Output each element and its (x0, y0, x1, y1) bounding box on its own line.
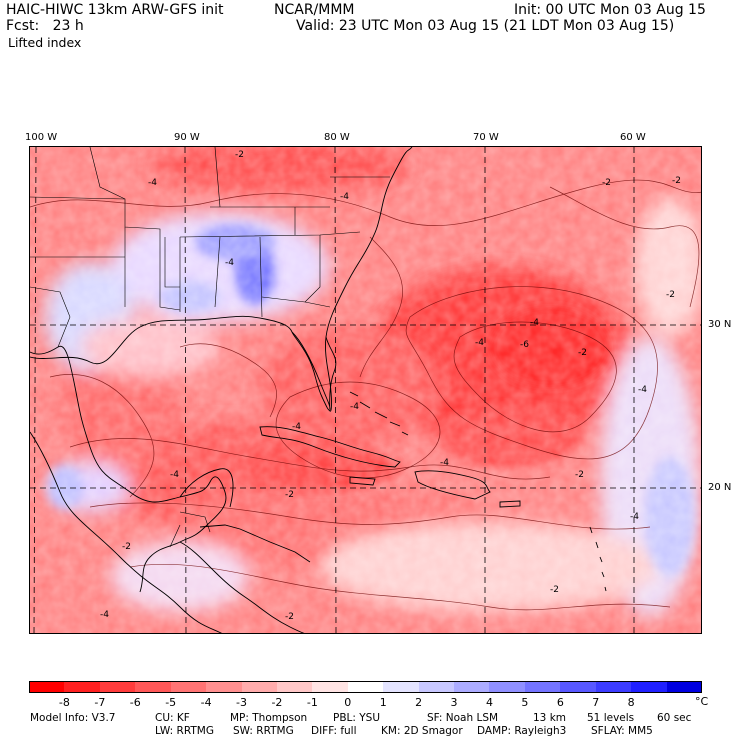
contour-label: -2 (285, 490, 294, 500)
colorbar-swatch (206, 681, 242, 693)
lat-lon-grid (30, 147, 701, 633)
contour-label: -6 (520, 340, 529, 350)
contour-label: -2 (672, 176, 681, 186)
contour-label: -2 (578, 348, 587, 358)
forecast-hour: Fcst: 23 h (6, 18, 84, 34)
contour-label: -2 (550, 585, 559, 595)
colorbar-label: -3 (236, 696, 247, 709)
colorbar-swatch (276, 681, 313, 693)
colorbar-unit: °C (695, 695, 709, 708)
footer-sflay: SFLAY: MM5 (591, 725, 653, 737)
map-svg: -4 -2 -4 -2 -2 -4 -2 -4 -6 -4 -4 -4 -4 -2 -4 -2 -2 -2 -4 -2… (30, 147, 701, 633)
model-title: HAIC-HIWC 13km ARW-GFS init (6, 2, 224, 18)
colorbar-label: 7 (592, 696, 600, 709)
colorbar-swatch (312, 681, 349, 693)
colorbar-swatch (560, 681, 597, 693)
contour-label: -4 (292, 422, 301, 432)
contour-label: -4 (530, 318, 539, 328)
footer-mp: MP: Thompson (230, 712, 308, 724)
colorbar-swatch (241, 681, 278, 693)
lon-label-100w: 100 W (25, 132, 58, 143)
lon-label-90w: 90 W (174, 132, 200, 143)
lon-label-70w: 70 W (473, 132, 499, 143)
colorbar-label: 4 (485, 696, 493, 709)
colorbar-label: 5 (521, 696, 529, 709)
colorbar-swatch (418, 681, 455, 693)
colorbar-swatch (666, 681, 703, 693)
footer-km: KM: 2D Smagor (381, 725, 463, 737)
contour-label: -4 (148, 178, 157, 188)
colorbar-label: -6 (129, 696, 141, 709)
contour-label: -2 (666, 290, 675, 300)
colorbar-label: 3 (450, 696, 458, 709)
footer-sw: SW: RRTMG (233, 725, 294, 737)
colorbar-label: -7 (94, 696, 106, 709)
colorbar-label: -4 (200, 696, 212, 709)
colorbar-label: -8 (58, 696, 70, 709)
lon-label-60w: 60 W (620, 132, 646, 143)
coastlines (30, 147, 607, 633)
footer-diff: DIFF: full (311, 725, 357, 737)
contour-label: -2 (602, 178, 611, 188)
colorbar-swatch (454, 681, 490, 693)
footer-model-info: Model Info: V3.7 (30, 712, 116, 724)
field-name: Lifted index (8, 35, 82, 50)
colorbar-swatch (64, 681, 101, 693)
contour-lines (30, 179, 701, 611)
contour-label: -4 (638, 385, 647, 395)
colorbar-label: 0 (344, 696, 352, 709)
colorbar-swatch (170, 681, 207, 693)
colorbar-swatch (489, 681, 526, 693)
colorbar-label: 1 (379, 696, 387, 709)
contour-label: -4 (630, 512, 639, 522)
valid-time: Valid: 23 UTC Mon 03 Aug 15 (21 LDT Mon … (296, 18, 675, 34)
colorbar-swatch (524, 681, 561, 693)
lat-label-20n: 20 N (708, 482, 732, 493)
colorbar-swatch (29, 681, 65, 693)
init-time: Init: 00 UTC Mon 03 Aug 15 (514, 2, 706, 18)
colorbar-swatch (99, 681, 136, 693)
lon-label-80w: 80 W (324, 132, 350, 143)
footer-cu: CU: KF (155, 712, 190, 724)
contour-label: -4 (340, 192, 349, 202)
contour-label: -4 (350, 402, 359, 412)
contour-label: -4 (440, 458, 449, 468)
political-borders (30, 147, 390, 548)
colorbar-swatch (631, 681, 668, 693)
contour-label: -4 (170, 470, 179, 480)
colorbar-label: 6 (556, 696, 564, 709)
footer-timestep: 60 sec (657, 712, 692, 724)
contour-label: -2 (575, 470, 584, 480)
footer-resolution: 13 km (533, 712, 567, 724)
footer-levels: 51 levels (587, 712, 635, 724)
colorbar-label: -5 (165, 696, 177, 709)
contour-label: -2 (285, 612, 294, 622)
footer-sf: SF: Noah LSM (427, 712, 499, 724)
contour-label: -4 (100, 610, 109, 620)
colorbar-label: 8 (627, 696, 635, 709)
colorbar-swatch (595, 681, 632, 693)
colorbar-label: -2 (271, 696, 283, 709)
center-label: NCAR/MMM (274, 2, 355, 18)
footer-pbl: PBL: YSU (333, 712, 381, 724)
colorbar-swatch (135, 681, 172, 693)
contour-labels: -4 -2 -4 -2 -2 -4 -2 -4 -6 -4 -4 -4 -4 -2 -4 -2 -2 -2 -4 -2… (100, 150, 681, 622)
contour-label: -2 (122, 542, 131, 552)
lat-label-30n: 30 N (708, 319, 732, 330)
footer-lw: LW: RRTMG (155, 725, 214, 737)
colorbar-swatch (347, 681, 384, 693)
lifted-index-map[interactable]: -4 -2 -4 -2 -2 -4 -2 -4 -6 -4 -4 -4 -4 -2 -4 -2 -2 -2 -4 -2… (29, 146, 702, 634)
colorbar-swatch (383, 681, 420, 693)
contour-label: -4 (225, 258, 234, 268)
contour-label: -2 (235, 150, 244, 160)
colorbar-label: 2 (415, 696, 423, 709)
footer-damp: DAMP: Rayleigh3 (477, 725, 567, 737)
colorbar-label: -1 (306, 696, 318, 709)
contour-label: -4 (475, 338, 484, 348)
